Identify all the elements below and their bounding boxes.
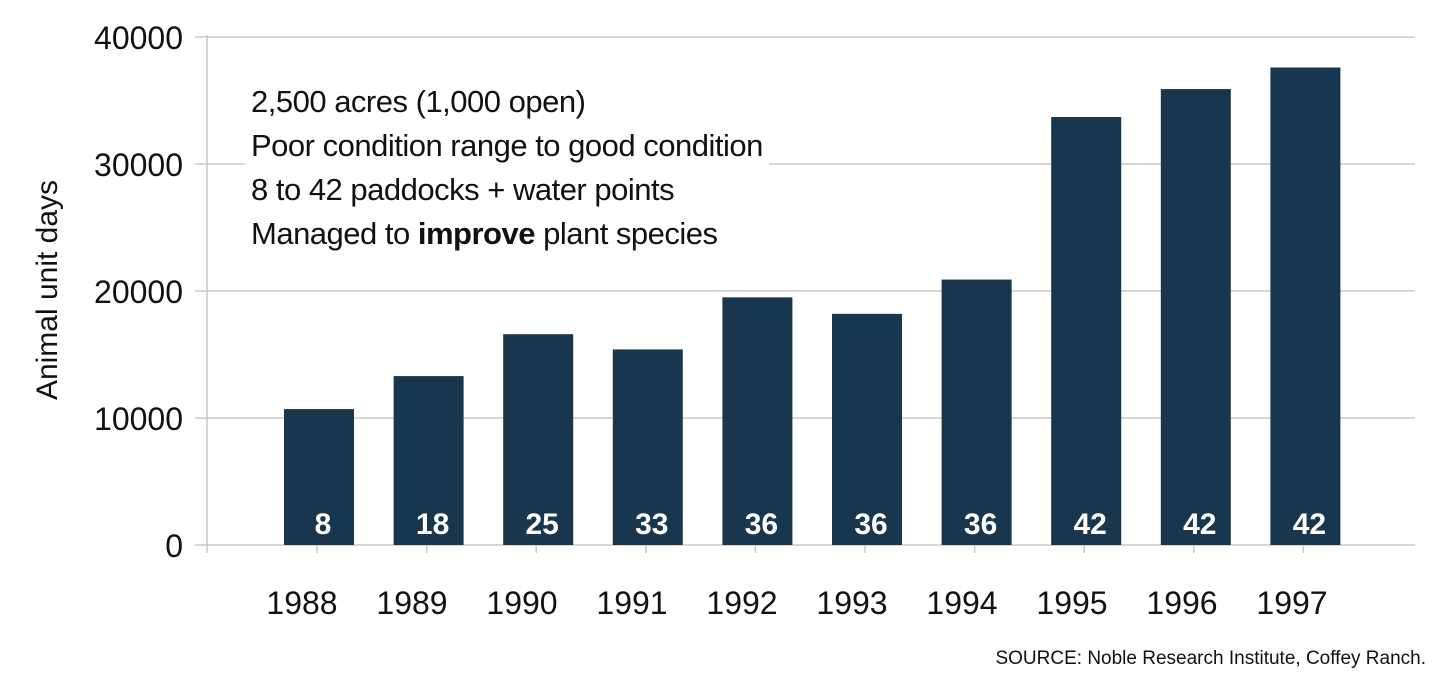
bar-data-label: 36 (964, 508, 997, 541)
bar-1994 (941, 279, 1012, 545)
x-tick-label: 1994 (926, 585, 997, 621)
bar-data-label: 33 (635, 508, 668, 541)
bar-data-label: 42 (1293, 508, 1326, 541)
y-tick-label: 10000 (94, 401, 183, 437)
bar-1993 (832, 313, 902, 545)
source-note: SOURCE: Noble Research Institute, Coffey… (995, 648, 1426, 669)
annotation-line-3: 8 to 42 paddocks + water points (251, 172, 675, 207)
bar-1996 (1160, 89, 1231, 545)
annotation-line-1: 2,500 acres (1,000 open) (251, 84, 586, 119)
y-tick-label: 40000 (94, 20, 183, 56)
bar-1988 (284, 409, 354, 545)
x-tick-label: 1993 (816, 585, 887, 621)
annotation-bold-text: improve (417, 216, 536, 251)
bar-1997 (1270, 67, 1341, 545)
bar-data-label: 42 (1183, 508, 1216, 541)
y-tick-label: 30000 (94, 147, 183, 183)
y-axis-label: Animal unit days (31, 179, 64, 401)
x-tick-label: 1988 (266, 585, 337, 621)
bar-data-label: 18 (416, 508, 449, 541)
annotation-text: plant species (534, 216, 718, 251)
annotation-text: Managed to (251, 216, 418, 251)
x-tick-label: 1992 (706, 585, 777, 621)
annotation-box: 2,500 acres (1,000 open) Poor condition … (245, 78, 769, 258)
bar-1989 (393, 376, 464, 545)
bar-data-label: 36 (854, 508, 887, 541)
x-tick-label: 1989 (376, 585, 447, 621)
bar-data-label: 25 (526, 508, 559, 541)
bar-1990 (503, 334, 574, 545)
x-tick-label: 1990 (486, 585, 557, 621)
bar-data-label: 8 (315, 508, 332, 541)
x-tick-label: 1997 (1256, 585, 1327, 621)
bar-1991 (612, 349, 683, 545)
annotation-line-4: Managed to improve plant species (251, 212, 763, 256)
bar-1995 (1051, 117, 1122, 545)
y-tick-label: 0 (165, 528, 183, 564)
y-tick-label: 20000 (94, 274, 183, 310)
bar-data-label: 36 (745, 508, 778, 541)
x-tick-label: 1996 (1146, 585, 1217, 621)
bar-1992 (722, 297, 793, 545)
annotation-line-2: Poor condition range to good condition (251, 128, 763, 163)
x-tick-label: 1995 (1036, 585, 1107, 621)
bar-data-label: 42 (1074, 508, 1107, 541)
x-tick-label: 1991 (596, 585, 667, 621)
